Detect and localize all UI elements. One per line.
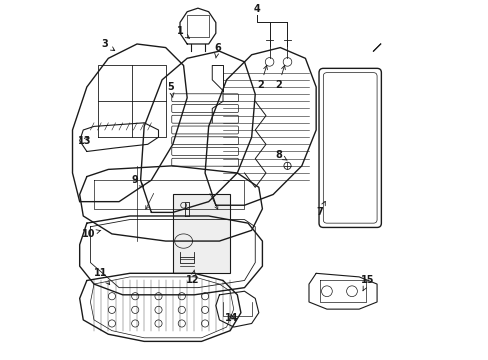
Bar	[172, 194, 230, 273]
Text: 9: 9	[132, 175, 143, 187]
Text: 3: 3	[101, 39, 115, 51]
FancyBboxPatch shape	[171, 94, 238, 102]
FancyBboxPatch shape	[171, 137, 238, 145]
Text: 11: 11	[94, 268, 109, 285]
Text: 14: 14	[225, 313, 238, 323]
FancyBboxPatch shape	[318, 68, 381, 228]
FancyBboxPatch shape	[323, 73, 376, 223]
Text: 10: 10	[81, 229, 101, 239]
FancyBboxPatch shape	[171, 126, 238, 134]
FancyBboxPatch shape	[171, 115, 238, 123]
Text: 13: 13	[78, 136, 92, 146]
FancyBboxPatch shape	[171, 158, 238, 166]
Text: 8: 8	[275, 150, 286, 160]
Text: 2: 2	[275, 66, 285, 90]
Text: 6: 6	[214, 42, 221, 58]
Text: 2: 2	[257, 66, 267, 90]
Text: 12: 12	[185, 270, 199, 285]
FancyBboxPatch shape	[171, 148, 238, 156]
Text: 7: 7	[316, 201, 325, 217]
FancyBboxPatch shape	[171, 104, 238, 112]
Text: 1: 1	[176, 26, 189, 38]
Text: 15: 15	[361, 275, 374, 291]
Text: 4: 4	[253, 4, 260, 14]
Text: 5: 5	[167, 82, 174, 98]
